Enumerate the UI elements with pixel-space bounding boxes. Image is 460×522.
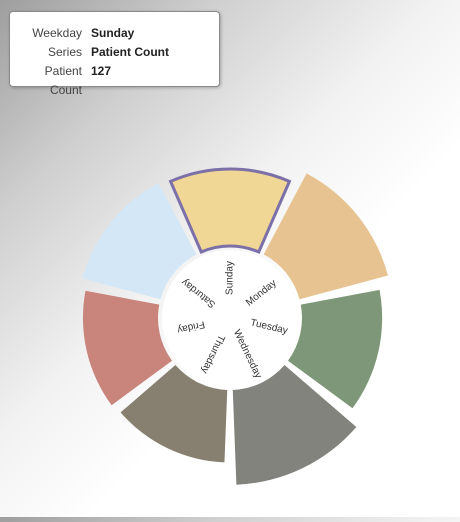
bar-tuesday[interactable] [287,289,383,409]
tooltip-label: Series [47,45,82,59]
tooltip-label: Weekday [32,26,82,40]
bar-thursday[interactable] [120,365,228,463]
tooltip-value: 127 [91,64,112,78]
data-tooltip: Weekday Sunday Series Patient Count Pati… [9,11,220,97]
category-label-sunday: Sunday [225,261,236,295]
bar-wednesday[interactable] [232,365,357,485]
tooltip-value: Sunday [91,26,135,40]
tooltip-value: Patient Count [91,45,169,59]
bar-saturday[interactable] [82,182,197,300]
tooltip-row-weekday: Weekday Sunday [10,24,219,43]
center-label-disc [162,250,298,386]
tooltip-row-series: Series Patient Count [10,43,219,62]
bar-friday[interactable] [82,290,173,406]
tooltip-label: Patient Count [44,64,82,97]
bar-monday[interactable] [263,173,389,300]
bars-layer [82,167,389,485]
tooltip-row-patient-count: Patient Count 127 [10,62,219,97]
bar-sunday[interactable] [168,167,292,254]
